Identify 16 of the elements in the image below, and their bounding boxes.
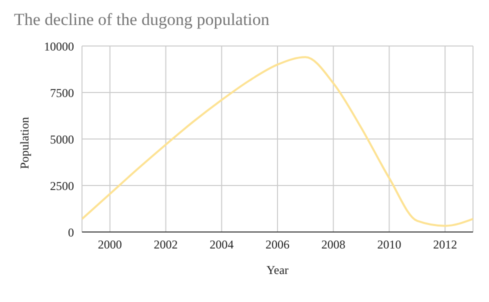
x-axis-title: Year [266,263,289,277]
x-tick-label: 2010 [377,238,402,252]
x-tick-label: 2002 [154,238,178,252]
line-series [82,56,473,227]
y-tick-label: 7500 [50,86,74,100]
x-tick-label: 2000 [98,238,122,252]
chart-title: The decline of the dugong population [14,10,270,30]
y-tick-label: 0 [68,225,74,240]
y-tick-label: 2500 [50,178,74,193]
y-tick-label: 5000 [50,132,74,146]
x-tick-label: 2008 [321,238,346,252]
y-tick-label: 10000 [44,39,74,54]
y-axis-title: Population [17,116,32,169]
x-tick-label: 2004 [210,238,234,252]
x-tick-label: 2006 [266,238,290,252]
x-tick-label: 2012 [433,238,458,252]
